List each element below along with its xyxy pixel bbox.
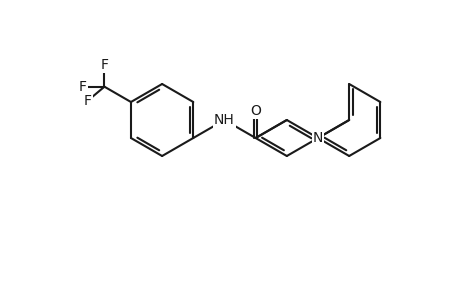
- Text: N: N: [312, 131, 323, 145]
- Text: F: F: [100, 58, 108, 72]
- Text: F: F: [78, 80, 87, 94]
- Text: NH: NH: [213, 113, 235, 127]
- Text: O: O: [250, 104, 261, 118]
- Text: F: F: [84, 94, 92, 108]
